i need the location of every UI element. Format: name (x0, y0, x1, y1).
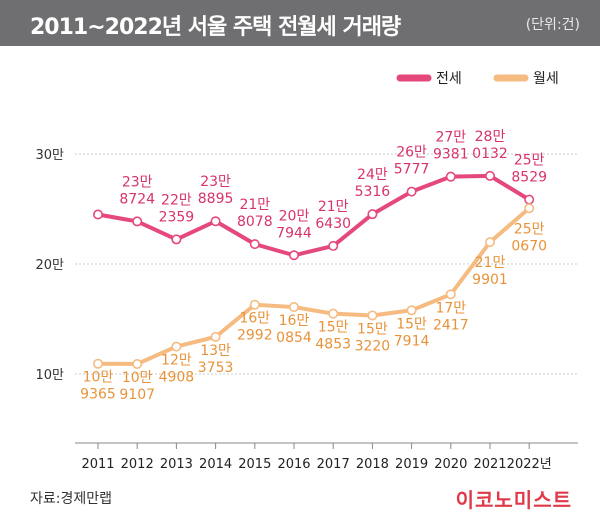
data-point (93, 358, 104, 369)
data-label: 5316 (355, 184, 391, 200)
economist-logo: 이코노미스트 (455, 488, 572, 512)
data-label: 21만 (239, 197, 270, 213)
data-point (367, 209, 378, 220)
data-label: 20만 (279, 208, 310, 224)
data-label: 8724 (119, 191, 155, 207)
data-point (132, 358, 143, 369)
data-label: 15만 (318, 320, 349, 336)
y-tick-label: 10만 (35, 368, 64, 383)
data-point (328, 308, 339, 319)
data-label: 4853 (315, 337, 351, 353)
data-label: 8895 (198, 191, 234, 207)
data-label: 2417 (433, 317, 469, 333)
data-label: 15만 (357, 321, 388, 337)
title-bar: 2011~2022년 서울 주택 전월세 거래량 (단위:건) (0, 0, 600, 46)
data-point (249, 299, 260, 310)
data-label: 8529 (511, 170, 547, 186)
data-label: 24만 (357, 167, 388, 183)
data-point (288, 250, 299, 261)
data-label: 9381 (433, 147, 469, 163)
data-label: 17만 (435, 300, 466, 316)
y-tick-label: 30만 (35, 148, 64, 163)
data-point (445, 171, 456, 182)
data-label: 21만 (475, 255, 506, 271)
data-label: 4908 (159, 370, 195, 386)
x-tick-label: 2015 (238, 457, 271, 472)
x-tick-label: 2012 (121, 457, 154, 472)
data-label: 8078 (237, 214, 273, 230)
legend-label: 전세 (436, 71, 462, 87)
x-tick-label: 2018 (356, 457, 389, 472)
x-tick-label: 2016 (277, 457, 310, 472)
data-label: 13만 (200, 343, 231, 359)
y-tick-label: 20만 (35, 258, 64, 273)
data-point (524, 194, 535, 205)
data-point (406, 186, 417, 197)
data-point (484, 237, 495, 248)
data-label: 2992 (237, 328, 273, 344)
data-label: 2359 (159, 209, 195, 225)
line-chart: 10만 20만 30만 2011 2012 2013 2014 2015 2016 2017 201… (35, 71, 578, 472)
data-point (367, 310, 378, 321)
data-point (210, 216, 221, 227)
data-label: 7914 (394, 333, 430, 349)
x-tick-label: 2011 (81, 457, 114, 472)
x-tick-label: 2022년 (507, 457, 552, 472)
data-point (93, 209, 104, 220)
data-label: 6430 (315, 216, 351, 232)
data-point (210, 331, 221, 342)
x-tick-label: 2020 (434, 457, 467, 472)
data-label: 3220 (355, 338, 391, 354)
data-label: 27만 (435, 130, 466, 146)
data-label: 22만 (161, 192, 192, 208)
data-label: 10만 (83, 370, 114, 386)
data-point (328, 240, 339, 251)
legend-label: 월세 (533, 71, 559, 87)
data-label: 9365 (80, 387, 116, 403)
data-label: 15만 (396, 316, 427, 332)
data-point (171, 341, 182, 352)
data-point (288, 302, 299, 313)
data-label: 16만 (239, 311, 270, 327)
data-label: 5777 (394, 162, 430, 178)
data-label: 0132 (472, 146, 508, 162)
x-tick-label: 2013 (160, 457, 193, 472)
x-tick-label: 2014 (199, 457, 232, 472)
data-label: 0854 (276, 330, 312, 346)
source-note: 자료:경제만랩 (30, 491, 112, 507)
data-label: 7944 (276, 225, 312, 241)
data-point (524, 203, 535, 214)
data-label: 3753 (198, 360, 234, 376)
data-label: 0670 (511, 238, 547, 254)
x-tick-label: 2021 (473, 457, 506, 472)
data-label: 16만 (279, 313, 310, 329)
chart-title: 2011~2022년 서울 주택 전월세 거래량 (30, 15, 401, 40)
data-label: 28만 (475, 129, 506, 145)
x-tick-label: 2019 (395, 457, 428, 472)
data-point (484, 170, 495, 181)
data-label: 25만 (514, 221, 545, 237)
data-label: 23만 (200, 174, 231, 190)
series-line-jeonse (97, 173, 531, 258)
data-label: 10만 (122, 370, 153, 386)
data-label: 25만 (514, 153, 545, 169)
series-line-wolse (97, 206, 531, 366)
data-point (445, 289, 456, 300)
data-label: 9901 (472, 272, 508, 288)
data-point (406, 305, 417, 316)
data-label: 26만 (396, 145, 427, 161)
data-label: 12만 (161, 353, 192, 369)
data-label: 23만 (122, 174, 153, 190)
x-tick-label: 2017 (317, 457, 350, 472)
unit-label: (단위:건) (525, 17, 580, 33)
data-label: 21만 (318, 199, 349, 215)
data-point (171, 234, 182, 245)
data-label: 9107 (119, 387, 155, 403)
data-point (132, 216, 143, 227)
data-point (249, 239, 260, 250)
